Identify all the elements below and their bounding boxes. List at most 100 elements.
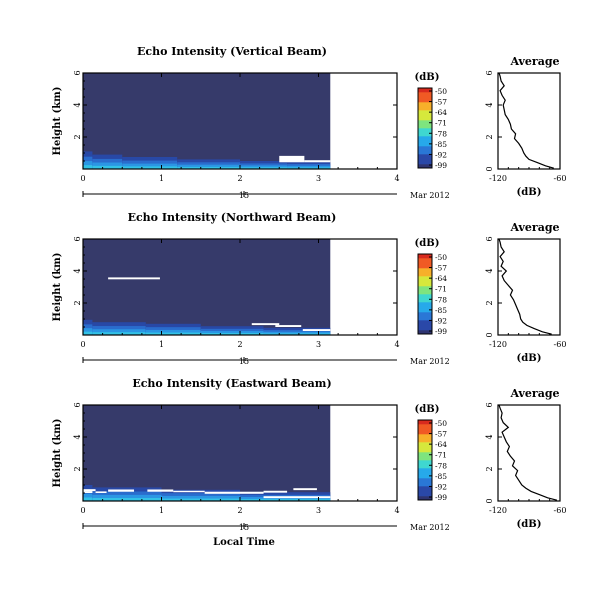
colorbar-cell	[418, 440, 432, 443]
colorbar-cell	[418, 258, 432, 261]
colorbar-tick-label: -99	[435, 161, 447, 170]
colorbar-cell	[418, 148, 432, 151]
data-gap	[83, 491, 93, 493]
x-tick-label: 4	[394, 506, 399, 515]
colorbar-cell	[418, 116, 432, 119]
panel-2: Echo Intensity (Eastward Beam) 2 4 6 0 1 2 3 4 He…	[52, 377, 566, 548]
y-tick-label: 2	[73, 466, 82, 471]
x-tick-label: 0	[80, 174, 85, 183]
x-tick-label: 3	[316, 506, 321, 515]
echo-layer	[122, 163, 178, 169]
echo-layer	[287, 167, 331, 169]
x-tick-label: 4	[394, 174, 399, 183]
colorbar-cell	[418, 140, 432, 143]
echo-layer	[240, 499, 331, 501]
x-tick-label: 3	[316, 174, 321, 183]
colorbar-cell	[418, 272, 432, 275]
colorbar-cell	[418, 420, 432, 423]
colorbar-cell	[418, 274, 432, 277]
colorbar-cell	[418, 146, 432, 149]
echo-layer	[161, 495, 240, 501]
colorbar-cell	[418, 488, 432, 491]
colorbar-frame	[417, 419, 433, 501]
chart-title: Echo Intensity (Vertical Beam)	[137, 45, 327, 58]
colorbar-cell	[418, 330, 432, 333]
panel-0: Echo Intensity (Vertical Beam) 2 4 6 0 1 2 3 4 He…	[52, 45, 566, 200]
y-tick-label: 6	[73, 402, 82, 407]
echo-layer	[263, 331, 331, 335]
colorbar-cell	[418, 128, 432, 131]
colorbar-cell	[418, 282, 432, 285]
echo-layer	[83, 497, 93, 501]
colorbar-tick-label: -64	[435, 108, 447, 117]
colorbar-tick-label: -71	[435, 451, 447, 460]
colorbar-cell	[418, 90, 432, 93]
x-tick-label: 1	[159, 174, 164, 183]
y-tick-label: 2	[73, 134, 82, 139]
date-day: 15	[239, 523, 249, 532]
colorbar-cell	[418, 108, 432, 111]
average-x-tick-label: -60	[554, 174, 567, 183]
echo-layer	[83, 328, 93, 335]
colorbar-cell	[418, 484, 432, 487]
colorbar-cell	[418, 120, 432, 123]
echo-layer	[122, 166, 178, 169]
y-axis-label: Height (km)	[52, 419, 63, 488]
colorbar-cell	[418, 326, 432, 329]
colorbar-cell	[418, 482, 432, 485]
colorbar-tick-label: -71	[435, 119, 447, 128]
colorbar-tick-label: -64	[435, 440, 447, 449]
colorbar-cell	[418, 288, 432, 291]
colorbar-cell	[418, 118, 432, 121]
colorbar-cell	[418, 312, 432, 315]
colorbar-cell	[418, 304, 432, 307]
average-title: Average	[509, 221, 559, 234]
x-tick-label: 1	[159, 340, 164, 349]
average-profile-line	[498, 72, 554, 169]
average-y-tick-label: 4	[485, 268, 494, 273]
data-gap	[263, 490, 288, 493]
colorbar-cell	[418, 156, 432, 159]
colorbar-cell	[418, 102, 432, 105]
colorbar-cell	[418, 462, 432, 465]
colorbar-cell	[418, 270, 432, 273]
average-y-tick-label: 6	[485, 70, 494, 75]
colorbar-cell	[418, 294, 432, 297]
echo-layer	[240, 165, 288, 169]
echo-layer	[83, 493, 93, 501]
colorbar-cell	[418, 468, 432, 471]
colorbar-cell	[418, 292, 432, 295]
colorbar-frame	[417, 253, 433, 335]
x-axis-label: Local Time	[213, 537, 275, 548]
colorbar-cell	[418, 92, 432, 95]
data-gap	[204, 491, 264, 494]
average-y-tick-label: 6	[485, 402, 494, 407]
y-axis-label: Height (km)	[52, 253, 63, 322]
colorbar-cell	[418, 112, 432, 115]
colorbar-cell	[418, 322, 432, 325]
colorbar-cell	[418, 472, 432, 475]
echo-layer	[145, 332, 201, 335]
echo-layer	[145, 329, 201, 335]
x-tick-label: 2	[237, 174, 242, 183]
average-x-label: (dB)	[517, 353, 542, 364]
colorbar-cell	[418, 150, 432, 153]
colorbar-cell	[418, 486, 432, 489]
colorbar-cell	[418, 316, 432, 319]
colorbar-cell	[418, 144, 432, 147]
colorbar-tick-label: -57	[435, 264, 447, 273]
colorbar-cell	[418, 308, 432, 311]
y-tick-label: 4	[73, 102, 82, 107]
x-tick-label: 4	[394, 340, 399, 349]
colorbar-cell	[418, 166, 432, 169]
colorbar-cell	[418, 460, 432, 463]
colorbar-cell	[418, 124, 432, 127]
echo-layer	[83, 331, 93, 335]
colorbar-cell	[418, 88, 432, 91]
y-tick-label: 4	[73, 434, 82, 439]
colorbar-cell	[418, 442, 432, 445]
colorbar-tick-label: -99	[435, 493, 447, 502]
colorbar-cell	[418, 466, 432, 469]
average-y-tick-label: 0	[485, 332, 494, 337]
date-day: 15	[239, 357, 249, 366]
